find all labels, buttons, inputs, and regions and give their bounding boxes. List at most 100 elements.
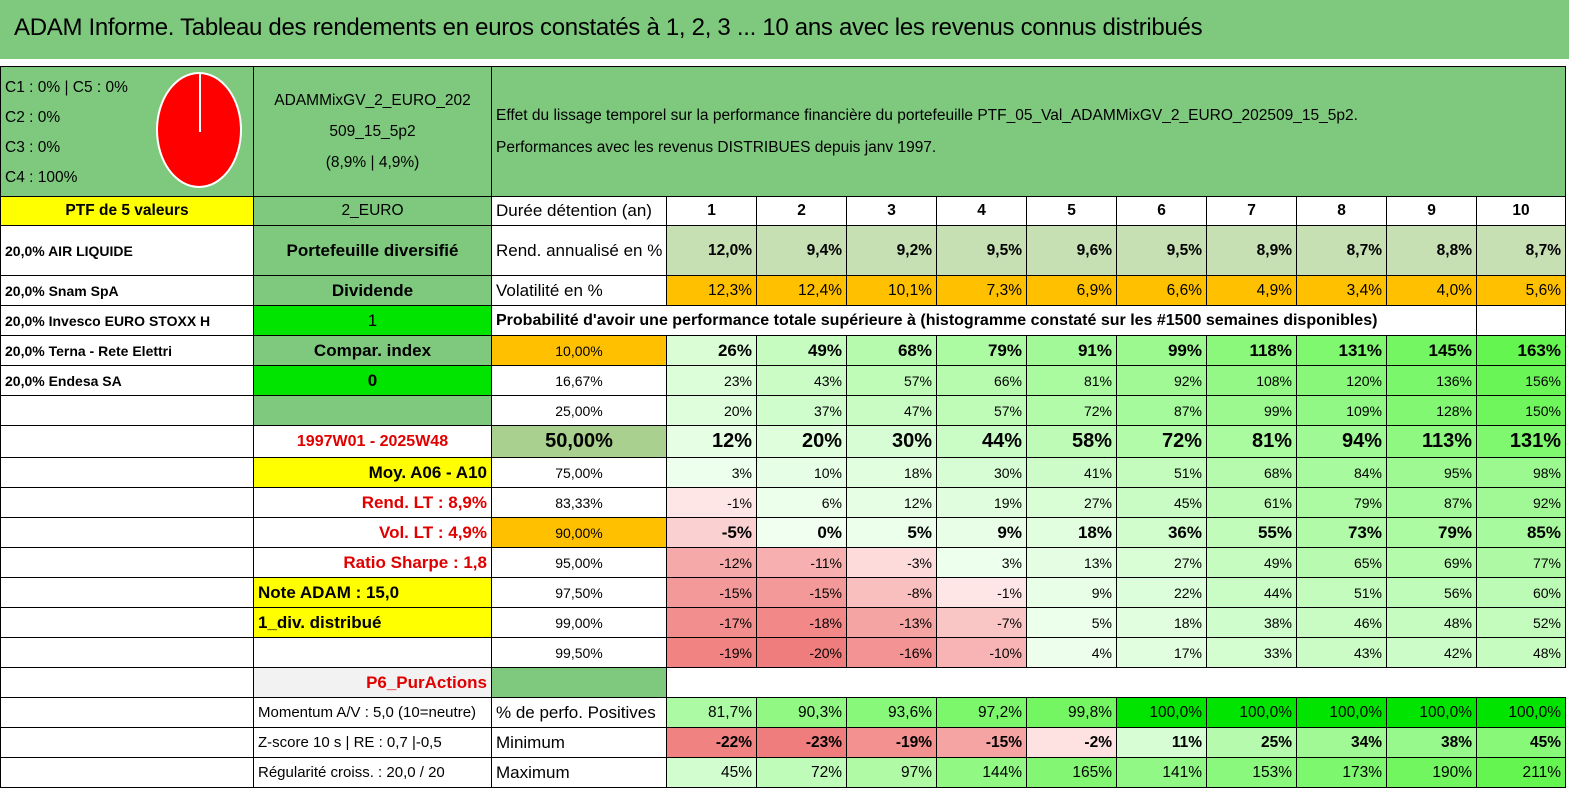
quantile-value: 5% — [846, 517, 937, 548]
quantile-value: 33% — [1206, 637, 1297, 668]
quantile-value: 48% — [1476, 637, 1566, 668]
positive-perf-value: 100,0% — [1296, 697, 1387, 728]
note-adam-label: Note ADAM : 15,0 — [253, 577, 492, 608]
quantile-value: 4% — [1026, 637, 1117, 668]
holding-row: 20,0% Endesa SA — [0, 365, 254, 396]
quantile-value: 47% — [846, 395, 937, 426]
quantile-value: 79% — [1296, 487, 1387, 518]
quantile-value: 43% — [756, 365, 847, 396]
vol-value: 3,4% — [1296, 275, 1387, 306]
vol-value: 5,6% — [1476, 275, 1566, 306]
quantile-value: 118% — [1206, 335, 1297, 366]
compar-index-label: Compar. index — [253, 335, 492, 366]
regularite-label: Régularité croiss. : 20,0 / 20 — [253, 757, 492, 788]
quantile-value: 38% — [1206, 607, 1297, 638]
quantile-value: 48% — [1386, 607, 1477, 638]
year-header: 2 — [756, 196, 847, 226]
quantile-value: 92% — [1116, 365, 1207, 396]
empty-cell — [0, 487, 254, 518]
vol-value: 12,4% — [756, 275, 847, 306]
vol-label: Volatilité en % — [491, 275, 667, 306]
quantile-value: -12% — [666, 547, 757, 578]
quantile-value: 120% — [1296, 365, 1387, 396]
quantile-value: 98% — [1476, 457, 1566, 488]
max-value: 190% — [1386, 757, 1477, 788]
quantile-value: 94% — [1296, 425, 1387, 458]
max-value: 153% — [1206, 757, 1297, 788]
positive-perf-value: 81,7% — [666, 697, 757, 728]
quantile-value: -16% — [846, 637, 937, 668]
currency-label: 2_EURO — [253, 196, 492, 226]
year-header: 6 — [1116, 196, 1207, 226]
empty-cell — [0, 727, 254, 758]
quantile-value: 95% — [1386, 457, 1477, 488]
period-label: 1997W01 - 2025W48 — [253, 425, 492, 458]
empty-cell — [0, 517, 254, 548]
min-value: -19% — [846, 727, 937, 758]
quantile-value: 36% — [1116, 517, 1207, 548]
vol-value: 6,6% — [1116, 275, 1207, 306]
description-line2: Performances avec les revenus DISTRIBUES… — [496, 138, 937, 156]
empty-cell — [0, 637, 254, 668]
quantile-value: -3% — [846, 547, 937, 578]
allocation-panel: C1 : 0% | C5 : 0% C2 : 0% C3 : 0% C4 : 1… — [0, 66, 254, 197]
quantile-value: 65% — [1296, 547, 1387, 578]
quantile-value: 87% — [1386, 487, 1477, 518]
fund-stats: (8,9% | 4,9%) — [325, 154, 420, 171]
quantile-value: 18% — [1116, 607, 1207, 638]
quantile-value: 79% — [936, 335, 1027, 366]
quantile-value: 5% — [1026, 607, 1117, 638]
positive-perf-value: 100,0% — [1206, 697, 1297, 728]
empty-cell — [0, 457, 254, 488]
max-value: 211% — [1476, 757, 1566, 788]
dividend-label: Dividende — [253, 275, 492, 306]
description-cell: Effet du lissage temporel sur la perform… — [491, 66, 1566, 197]
quantile-value: 131% — [1476, 425, 1566, 458]
empty-cell — [0, 425, 254, 458]
empty-cell — [1476, 305, 1566, 336]
quantile-value: 60% — [1476, 577, 1566, 608]
quantile-value: 20% — [756, 425, 847, 458]
quantile-value: -19% — [666, 637, 757, 668]
rend-value: 9,5% — [936, 225, 1027, 276]
min-value: -23% — [756, 727, 847, 758]
vol-value: 4,9% — [1206, 275, 1297, 306]
quantile-value: -1% — [666, 487, 757, 518]
year-header: 9 — [1386, 196, 1477, 226]
quantile-value: 58% — [1026, 425, 1117, 458]
quantile-label: 10,00% — [491, 335, 667, 366]
quantile-value: 108% — [1206, 365, 1297, 396]
sharpe-label: Ratio Sharpe : 1,8 — [253, 547, 492, 578]
fund-name-line1: ADAMMixGV_2_EURO_202 — [274, 92, 471, 109]
year-header: 10 — [1476, 196, 1566, 226]
quantile-value: 77% — [1476, 547, 1566, 578]
min-value: 34% — [1296, 727, 1387, 758]
max-value: 141% — [1116, 757, 1207, 788]
returns-table: C1 : 0% | C5 : 0% C2 : 0% C3 : 0% C4 : 1… — [0, 66, 1566, 788]
quantile-value: 18% — [846, 457, 937, 488]
max-label: Maximum — [491, 757, 667, 788]
quantile-value: 99% — [1116, 335, 1207, 366]
max-value: 72% — [756, 757, 847, 788]
quantile-value: 145% — [1386, 335, 1477, 366]
rend-value: 12,0% — [666, 225, 757, 276]
max-value: 144% — [936, 757, 1027, 788]
holding-row: 20,0% Terna - Rete Elettri — [0, 335, 254, 366]
quantile-value: 22% — [1116, 577, 1207, 608]
year-header: 7 — [1206, 196, 1297, 226]
quantile-value: 79% — [1386, 517, 1477, 548]
min-value: 38% — [1386, 727, 1477, 758]
positive-perf-value: 99,8% — [1026, 697, 1117, 728]
quantile-value: 85% — [1476, 517, 1566, 548]
positive-perf-value: 97,2% — [936, 697, 1027, 728]
quantile-value: 128% — [1386, 395, 1477, 426]
quantile-value: 9% — [1026, 577, 1117, 608]
quantile-value: 156% — [1476, 365, 1566, 396]
positive-perf-value: 100,0% — [1476, 697, 1566, 728]
min-value: 25% — [1206, 727, 1297, 758]
vol-value: 4,0% — [1386, 275, 1477, 306]
empty-cell — [0, 757, 254, 788]
vol-lt-label: Vol. LT : 4,9% — [253, 517, 492, 548]
quantile-value: 150% — [1476, 395, 1566, 426]
quantile-value: 3% — [666, 457, 757, 488]
